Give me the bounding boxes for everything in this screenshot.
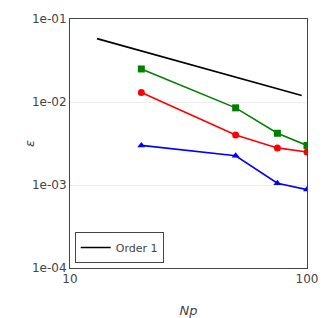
svg-text:100: 100 <box>296 272 319 286</box>
svg-text:1e-03: 1e-03 <box>32 178 67 192</box>
svg-text:1e-04: 1e-04 <box>32 261 67 275</box>
svg-text:Order 1: Order 1 <box>116 242 158 255</box>
svg-text:10: 10 <box>62 272 77 286</box>
svg-text:1e-02: 1e-02 <box>32 95 67 109</box>
svg-text:ε: ε <box>22 140 37 147</box>
svg-text:1e-01: 1e-01 <box>32 12 67 26</box>
svg-text:Np: Np <box>180 303 198 318</box>
